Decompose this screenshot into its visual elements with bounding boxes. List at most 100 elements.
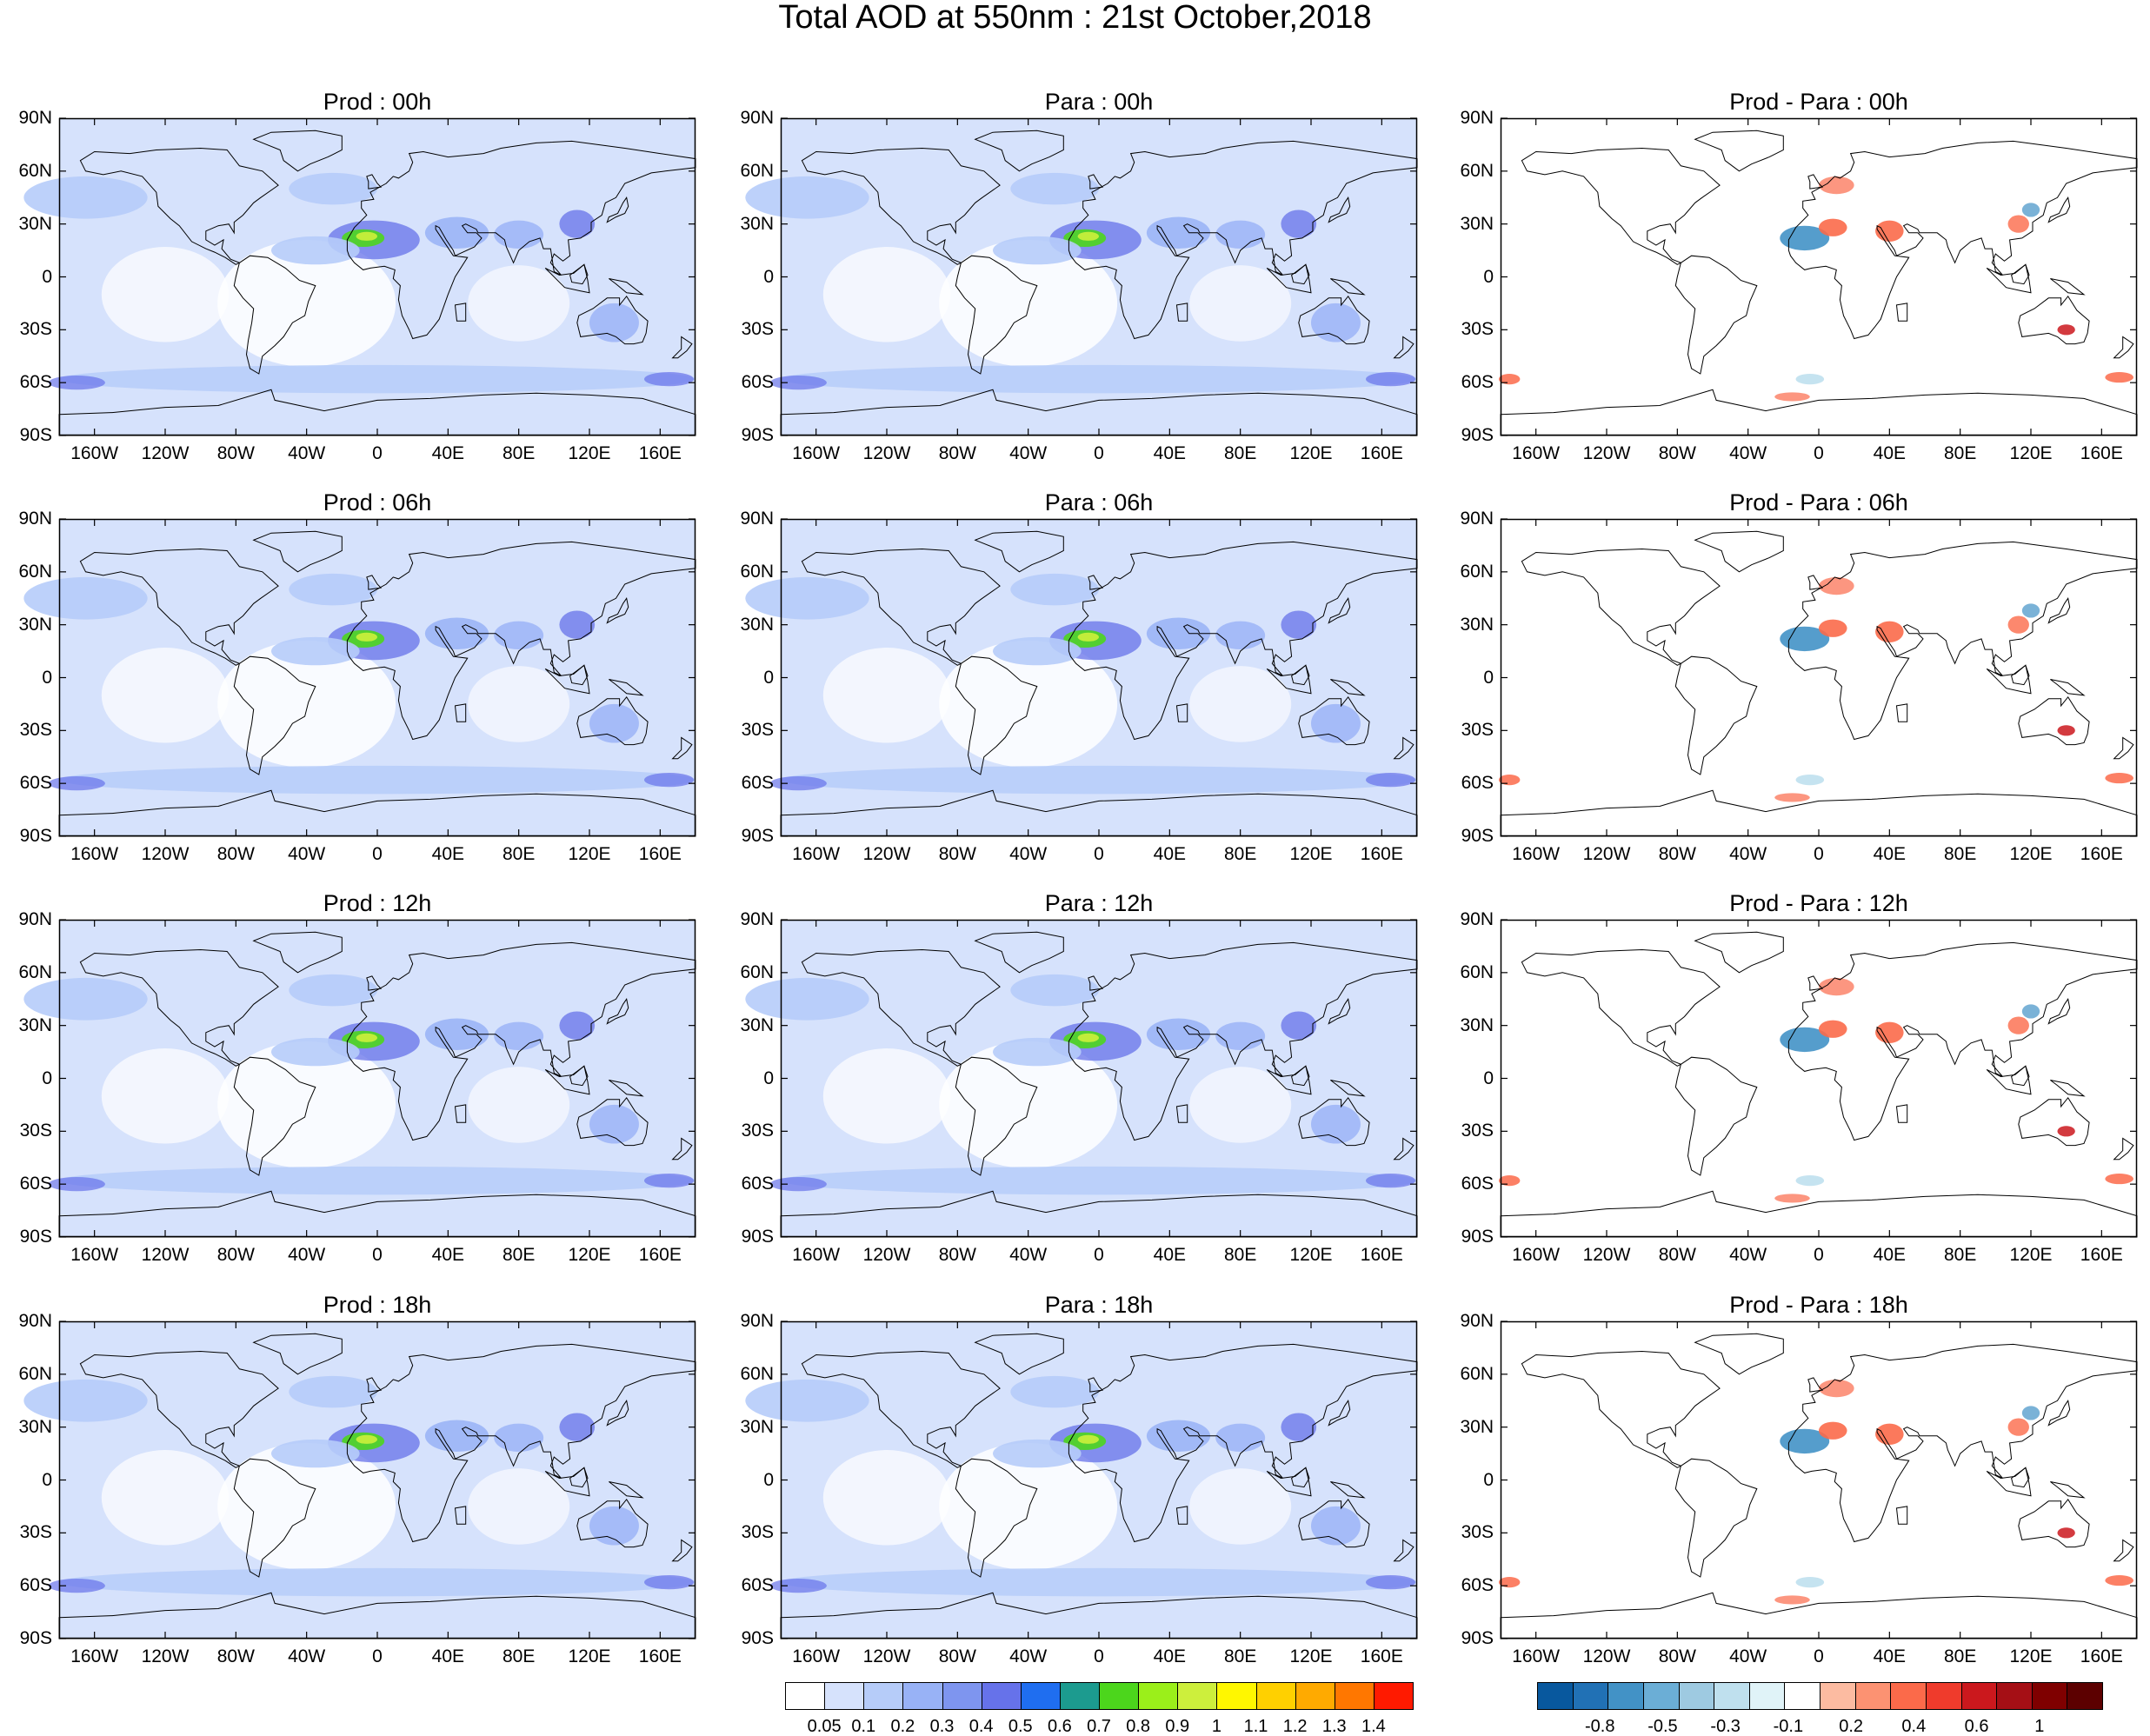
aod-field-n-pacific xyxy=(23,576,148,620)
aod-field-southern-ocean xyxy=(781,1166,1417,1195)
map-panel: Prod : 06h 90N 60N 30N 0 30S 60S 90S 160W 120W 80W… xyxy=(18,489,696,864)
aod-field-south-asia xyxy=(494,1423,544,1453)
clean-air-region xyxy=(468,265,570,342)
lat-label: 60S xyxy=(741,372,774,393)
coastline-madagascar xyxy=(454,703,467,722)
lon-label: 160E xyxy=(638,1646,682,1666)
lon-label: 80E xyxy=(1943,1245,1977,1265)
colorbar-label: 0.4 xyxy=(1901,1717,1927,1736)
aod-field-dust-core-yellow xyxy=(1077,1434,1099,1444)
lat-label: 60N xyxy=(18,160,52,181)
coastline-new-guinea xyxy=(1330,1080,1366,1097)
coastline-africa-eurasia xyxy=(1787,541,2138,741)
coastline-new-guinea xyxy=(2050,278,2086,296)
lat-label: 90S xyxy=(19,1628,52,1648)
coastline-south-america xyxy=(1674,255,1758,375)
coastline-new-zealand xyxy=(1393,336,1414,359)
coastline-south-america xyxy=(233,1056,316,1176)
lon-label: 160E xyxy=(1360,443,1403,463)
lon-label: 120E xyxy=(2009,844,2053,864)
aod-field-diff-china xyxy=(2007,615,2029,634)
map-panel: Para : 12h 90N 60N 30N 0 30S 60S 90S 160W 120W 80W… xyxy=(740,890,1418,1265)
aod-field-dust-core-yellow xyxy=(1077,231,1099,241)
lon-label: 80W xyxy=(216,443,255,463)
lon-label: 120E xyxy=(568,443,611,463)
lon-label: 80W xyxy=(938,844,976,864)
coastline-indonesia xyxy=(1986,263,2032,294)
coastline-australia xyxy=(576,1498,649,1548)
aod-field-south-asia xyxy=(1215,1423,1266,1453)
coastline-new-zealand xyxy=(671,736,693,760)
aod-field-east-china xyxy=(1281,1011,1317,1040)
lon-label: 80W xyxy=(938,1646,976,1666)
aod-field-southern-ocean-east xyxy=(1366,1174,1415,1188)
coastline-new-guinea xyxy=(1330,278,1366,296)
aod-field-diff-so-red xyxy=(1774,793,1810,802)
aod-field-southern-ocean-west xyxy=(48,1177,105,1192)
lat-label: 90S xyxy=(1461,1628,1494,1648)
lon-label: 120W xyxy=(141,1646,190,1666)
panel-title: Prod - Para : 12h xyxy=(1729,890,1908,916)
aod-field-arabia xyxy=(424,1420,489,1453)
coastline-new-guinea xyxy=(1330,1481,1366,1499)
lon-label: 120W xyxy=(862,844,911,864)
lat-label: 90S xyxy=(1461,1227,1494,1247)
aod-field-dust-core-yellow xyxy=(356,1434,377,1444)
coastline-great-britain xyxy=(1088,975,1104,991)
coastline-south-america xyxy=(1674,1458,1758,1578)
lat-label: 90N xyxy=(740,509,774,529)
clean-air-region xyxy=(939,239,1118,367)
colorbar-swatch xyxy=(1678,1682,1715,1710)
lat-label: 30S xyxy=(1461,1522,1494,1543)
lat-label: 0 xyxy=(763,667,774,688)
aod-field-diff-europe xyxy=(1819,977,1854,996)
coastline-greenland xyxy=(1694,1333,1784,1375)
clean-air-region xyxy=(1189,1468,1292,1545)
lon-label: 80W xyxy=(1658,443,1696,463)
coastline-south-america xyxy=(955,655,1038,775)
coastline-south-america xyxy=(955,1458,1038,1578)
world-map xyxy=(1498,919,2138,1238)
panel-title: Prod - Para : 00h xyxy=(1729,89,1908,115)
lat-label: 60N xyxy=(1460,561,1494,582)
aod-field-diff-sahara-pos xyxy=(1819,1421,1847,1440)
aod-field-n-pacific xyxy=(745,977,869,1021)
lat-label: 60S xyxy=(19,1174,52,1194)
coastline-new-zealand xyxy=(1393,736,1414,760)
aod-field-n-pacific xyxy=(745,1379,869,1422)
aod-field-southern-ocean-west xyxy=(769,1579,827,1593)
aod-field-dust-core-yellow xyxy=(1077,632,1099,642)
aod-field-southern-ocean-west xyxy=(48,1579,105,1593)
lat-label: 0 xyxy=(1483,1469,1494,1490)
lon-label: 160W xyxy=(70,1245,119,1265)
colorbar-label: 1.4 xyxy=(1361,1717,1386,1736)
lat-label: 90S xyxy=(741,1628,774,1648)
aod-field-n-pacific xyxy=(23,977,148,1021)
coastline-indonesia xyxy=(1266,1065,1312,1095)
coastline-borneo xyxy=(569,664,589,686)
colorbar-label: -0.8 xyxy=(1584,1717,1615,1736)
coastline-north-america xyxy=(801,1350,1001,1468)
lon-label: 40E xyxy=(1873,1646,1907,1666)
lon-label: 120E xyxy=(2009,1245,2053,1265)
lon-label: 160W xyxy=(792,443,841,463)
lon-label: 160E xyxy=(2080,1245,2123,1265)
lon-label: 160W xyxy=(792,844,841,864)
clean-air-region xyxy=(1189,1067,1292,1143)
coastline-new-guinea xyxy=(2050,1080,2086,1097)
clean-air-region xyxy=(939,1041,1118,1168)
lon-label: 120W xyxy=(1582,1646,1631,1666)
aod-field-trop-atlantic xyxy=(993,1037,1082,1067)
clean-air-region xyxy=(468,1468,570,1545)
aod-field-n-pacific xyxy=(23,1379,148,1422)
clean-air-region xyxy=(1189,265,1292,342)
lon-label: 0 xyxy=(1094,844,1104,864)
lon-label: 160W xyxy=(70,844,119,864)
lon-label: 120W xyxy=(141,443,190,463)
lon-label: 120W xyxy=(141,1245,190,1265)
colorbar-swatch xyxy=(1537,1682,1574,1710)
aod-field-southern-ocean xyxy=(59,1567,696,1597)
lon-label: 80W xyxy=(1658,1646,1696,1666)
lat-label: 90S xyxy=(19,826,52,846)
lon-label: 80E xyxy=(502,844,536,864)
